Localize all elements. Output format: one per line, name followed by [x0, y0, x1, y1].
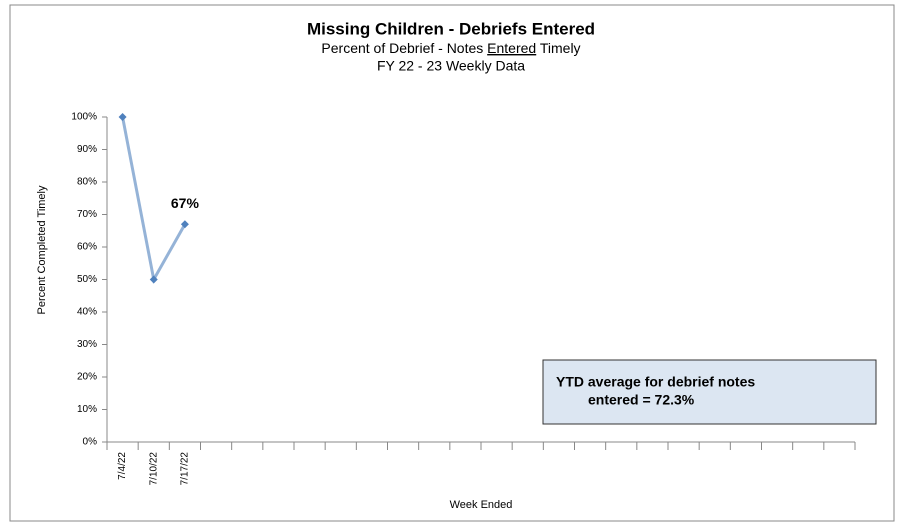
y-tick-label: 100% — [71, 112, 97, 123]
annotation-text: entered = 72.3% — [588, 392, 695, 408]
y-axis-label: Percent Completed Timely — [36, 185, 48, 314]
y-tick-label: 90% — [77, 144, 97, 155]
data-marker — [118, 113, 127, 121]
annotation-box — [542, 359, 877, 425]
subtitle-part: Entered — [487, 40, 536, 56]
y-tick-label: 30% — [77, 339, 97, 350]
annotation-text: YTD average for debrief notes — [556, 374, 755, 390]
x-axis-label: Week Ended — [450, 499, 513, 511]
subtitle-part: Timely — [536, 40, 580, 56]
data-marker — [149, 275, 158, 284]
x-tick-label: 7/10/22 — [148, 452, 159, 486]
y-tick-label: 10% — [77, 404, 97, 415]
y-tick-label: 40% — [77, 307, 97, 318]
y-tick-label: 80% — [77, 177, 97, 188]
data-label: 67% — [171, 195, 200, 211]
x-tick-label: 7/4/22 — [117, 452, 128, 480]
chart-subtitle2: FY 22 - 23 Weekly Data — [377, 58, 525, 74]
y-tick-label: 50% — [77, 274, 97, 285]
y-tick-label: 60% — [77, 242, 97, 253]
y-tick-label: 70% — [77, 209, 97, 220]
y-tick-label: 0% — [83, 437, 98, 448]
subtitle-part: Percent of Debrief - Notes — [321, 40, 487, 56]
chart-title: Missing Children - Debriefs Entered — [307, 19, 595, 38]
data-marker — [180, 220, 189, 229]
x-tick-label: 7/17/22 — [180, 452, 191, 486]
chart-subtitle: Percent of Debrief - Notes Entered Timel… — [321, 40, 580, 56]
chart-frame — [9, 4, 895, 522]
y-tick-label: 20% — [77, 372, 97, 383]
